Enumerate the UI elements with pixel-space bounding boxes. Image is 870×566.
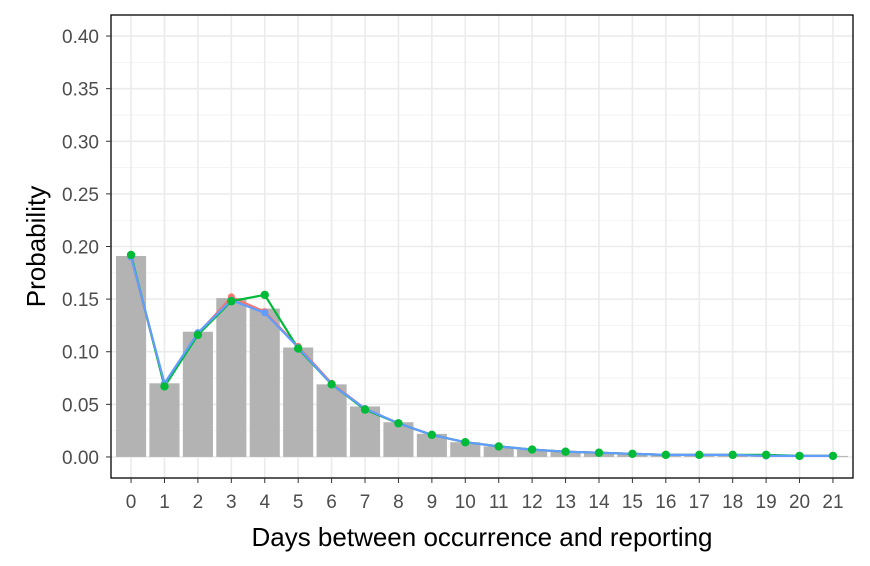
bar-day-5	[283, 347, 314, 457]
x-tick-label: 4	[259, 492, 270, 513]
bar-day-0	[116, 255, 147, 457]
y-axis-ticks: 0.00 0.05 0.10 0.15 0.20 0.25 0.30 0.35 0.40	[62, 27, 111, 469]
bar-day-1	[149, 383, 180, 457]
y-tick-label: 0.05	[62, 395, 99, 416]
x-tick-label: 17	[689, 492, 710, 513]
x-tick-label: 9	[427, 492, 438, 513]
x-tick-label: 14	[588, 492, 610, 513]
x-tick-label: 2	[193, 492, 204, 513]
highlight-point-day-12	[527, 445, 537, 454]
highlight-point-day-19	[761, 450, 771, 460]
highlight-point-day-1	[160, 382, 169, 391]
highlight-point-day-13	[561, 447, 570, 456]
y-tick-label: 0.30	[62, 132, 99, 153]
highlight-point-day-8	[394, 419, 403, 428]
bar-day-11	[483, 446, 514, 457]
highlight-point-day-2	[193, 330, 203, 340]
x-tick-label: 12	[522, 492, 543, 513]
highlight-point-day-4	[260, 290, 269, 300]
bar-day-2	[182, 331, 213, 457]
x-tick-label: 11	[489, 492, 509, 513]
y-tick-label: 0.00	[62, 448, 99, 469]
y-axis-title: Probability	[21, 186, 51, 307]
highlight-point-day-6	[327, 380, 336, 389]
x-axis-ticks: 0 1 2 3 4 5 6 7 8 9 10 11 12 13 14 15 16 17 18 19 20 21	[126, 478, 844, 513]
series-points	[126, 250, 838, 461]
y-tick-label: 0.25	[62, 185, 99, 206]
x-axis-title: Days between occurrence and reporting	[251, 522, 712, 552]
series-3-point-day-4	[261, 309, 269, 317]
bar-day-4	[249, 308, 280, 457]
x-tick-label: 8	[393, 492, 404, 513]
bar-day-10	[450, 442, 481, 457]
highlight-point-day-11	[494, 442, 503, 451]
bar-day-9	[416, 433, 447, 457]
series-line-3	[130, 256, 833, 457]
highlight-point-day-21	[828, 451, 838, 461]
highlight-point-day-3	[227, 297, 236, 306]
x-tick-label: 18	[722, 492, 743, 513]
highlight-point-day-18	[728, 450, 737, 460]
x-tick-label: 10	[455, 492, 476, 513]
bar-day-6	[316, 384, 347, 457]
x-tick-label: 3	[226, 492, 237, 513]
x-tick-label: 19	[756, 492, 777, 513]
highlight-point-day-20	[795, 451, 804, 461]
x-tick-label: 6	[326, 492, 337, 513]
highlight-point-day-10	[461, 438, 470, 447]
x-tick-label: 15	[622, 492, 643, 513]
highlight-point-day-17	[695, 450, 704, 460]
series-lines	[130, 254, 833, 457]
highlight-point-day-14	[594, 448, 604, 457]
highlight-point-day-9	[427, 430, 437, 440]
x-tick-label: 5	[293, 492, 304, 513]
x-tick-label: 1	[159, 492, 170, 513]
x-tick-label: 21	[822, 492, 843, 513]
x-tick-label: 7	[360, 492, 371, 513]
x-tick-label: 0	[126, 492, 137, 513]
highlight-point-day-7	[360, 405, 370, 414]
highlight-point-day-16	[661, 450, 671, 460]
x-tick-label: 13	[555, 492, 576, 513]
y-tick-label: 0.40	[62, 27, 99, 48]
y-tick-label: 0.35	[62, 80, 99, 101]
highlight-point-day-15	[628, 449, 637, 458]
highlight-point-day-5	[293, 344, 303, 353]
y-tick-label: 0.10	[62, 343, 99, 364]
y-tick-label: 0.20	[62, 238, 99, 259]
x-tick-label: 20	[789, 492, 810, 513]
x-tick-label: 16	[655, 492, 676, 513]
bar-day-3	[216, 298, 247, 457]
highlight-point-day-0	[126, 250, 136, 260]
bar-day-8	[383, 422, 414, 457]
y-tick-label: 0.15	[62, 290, 99, 311]
